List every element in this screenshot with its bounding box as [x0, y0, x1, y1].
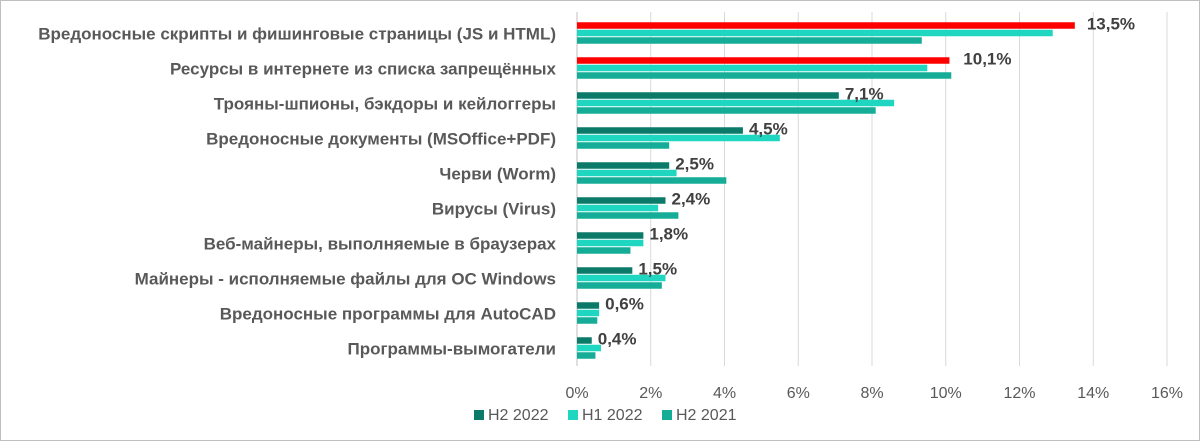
bar-h2-2021-4	[577, 177, 727, 184]
category-label-6: Веб-майнеры, выполняемые в браузерах	[204, 235, 557, 254]
x-tick-label-14: 14%	[1077, 385, 1109, 402]
legend-label-0: H2 2022	[488, 407, 549, 424]
x-tick-label-0: 0%	[565, 385, 588, 402]
bar-h1-2022-0	[577, 29, 1053, 37]
bar-h2-2022-9	[577, 337, 592, 344]
bar-h2-2022-3	[577, 127, 743, 134]
bar-h1-2022-4	[577, 169, 677, 177]
bar-h2-2021-7	[577, 282, 662, 289]
bar-h2-2021-3	[577, 142, 670, 149]
bar-h2-2022-4	[577, 162, 670, 169]
data-label-5: 2,4%	[672, 190, 711, 209]
bar-h1-2022-8	[577, 309, 600, 317]
legend: H2 2022 H1 2022 H2 2021	[474, 407, 737, 424]
x-tick-label-4: 4%	[713, 385, 736, 402]
bar-h2-2021-6	[577, 247, 631, 254]
bar-h2-2022-8	[577, 302, 600, 309]
bar-h1-2022-1	[577, 64, 928, 72]
category-label-3: Вредоносные документы (MSOffice+PDF)	[206, 130, 556, 149]
category-label-5: Вирусы (Virus)	[432, 200, 556, 219]
data-label-7: 1,5%	[638, 260, 677, 279]
bar-h2-2022-5	[577, 197, 666, 204]
bar-h2-2021-5	[577, 212, 679, 219]
bar-h2-2021-0	[577, 37, 922, 44]
x-tick-label-10: 10%	[930, 385, 962, 402]
bar-h2-2022-1	[577, 57, 950, 64]
legend-label-2: H2 2021	[676, 407, 737, 424]
category-label-4: Черви (Worm)	[439, 165, 556, 184]
data-label-6: 1,8%	[649, 225, 688, 244]
category-labels: Вредоносные скрипты и фишинговые страниц…	[38, 25, 556, 359]
bar-h2-2021-2	[577, 107, 876, 114]
bar-h2-2022-2	[577, 92, 839, 99]
data-label-3: 4,5%	[749, 120, 788, 139]
bar-h1-2022-6	[577, 239, 644, 247]
category-label-8: Вредоносные программы для AutoCAD	[220, 305, 556, 324]
bar-h2-2021-1	[577, 72, 952, 79]
bar-h2-2022-7	[577, 267, 633, 274]
data-label-2: 7,1%	[845, 85, 884, 104]
category-label-7: Майнеры - исполняемые файлы для ОС Windo…	[135, 270, 556, 289]
legend-label-1: H1 2022	[582, 407, 643, 424]
bar-h2-2021-9	[577, 352, 596, 359]
x-tick-label-16: 16%	[1151, 385, 1183, 402]
bar-h2-2021-8	[577, 317, 598, 324]
category-label-1: Ресурсы в интернете из списка запрещённы…	[170, 60, 557, 79]
x-axis-ticks: 0% 2% 4% 6% 8% 10% 12% 14% 16%	[565, 385, 1183, 402]
data-label-8: 0,6%	[605, 295, 644, 314]
bar-h1-2022-5	[577, 204, 659, 212]
data-label-0: 13,5%	[1087, 15, 1135, 34]
category-label-0: Вредоносные скрипты и фишинговые страниц…	[38, 25, 556, 44]
legend-swatch-2	[662, 410, 672, 420]
bar-h1-2022-9	[577, 344, 601, 352]
bar-h1-2022-2	[577, 99, 895, 107]
legend-swatch-1	[568, 410, 578, 420]
x-tick-label-6: 6%	[787, 385, 810, 402]
data-labels: 13,5% 10,1% 7,1% 4,5% 2,5% 2,4% 1,8% 1,5% 0,6% 0,…	[598, 15, 1135, 349]
bars	[577, 22, 1075, 359]
data-label-9: 0,4%	[598, 330, 637, 349]
x-tick-label-8: 8%	[860, 385, 883, 402]
bar-h2-2022-6	[577, 232, 644, 239]
legend-swatch-0	[474, 410, 484, 420]
bar-h1-2022-3	[577, 134, 780, 142]
bar-h2-2022-0	[577, 22, 1075, 29]
bar-h1-2022-7	[577, 274, 666, 282]
category-label-9: Программы-вымогатели	[347, 340, 556, 359]
data-label-4: 2,5%	[675, 155, 714, 174]
data-label-1: 10,1%	[963, 50, 1011, 69]
x-tick-label-12: 12%	[1003, 385, 1035, 402]
category-label-2: Трояны-шпионы, бэкдоры и кейлоггеры	[214, 95, 556, 114]
x-tick-label-2: 2%	[639, 385, 662, 402]
